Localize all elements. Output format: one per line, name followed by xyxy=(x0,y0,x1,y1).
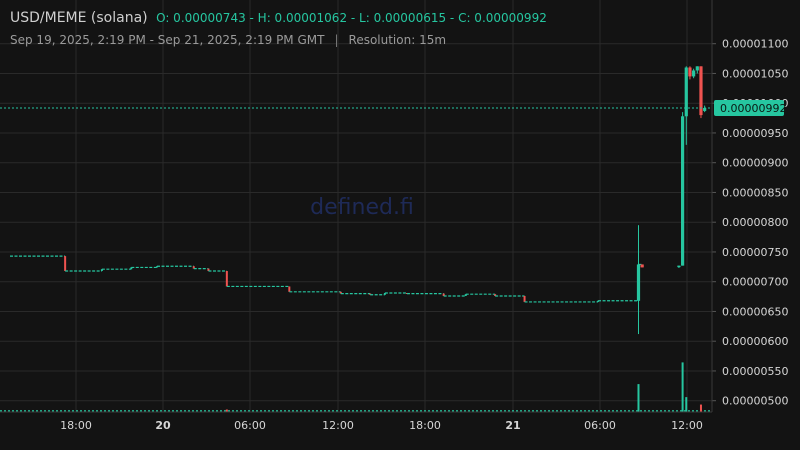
last-price-label: 0.00000992 xyxy=(714,99,786,116)
chart-header: USD/MEME (solana) O: 0.00000743 - H: 0.0… xyxy=(10,10,547,26)
candle-body xyxy=(692,70,696,77)
step-change xyxy=(464,294,467,296)
step-change xyxy=(339,291,342,294)
step-change xyxy=(192,266,195,269)
y-tick-label: 0.00000500 xyxy=(722,395,788,408)
x-tick-label: 18:00 xyxy=(409,419,441,432)
y-tick-label: 0.00000950 xyxy=(722,127,788,140)
x-tick-label: 06:00 xyxy=(234,419,266,432)
x-tick-label: 18:00 xyxy=(60,419,92,432)
y-tick-label: 0.00000800 xyxy=(722,216,788,229)
candle-body xyxy=(677,265,681,268)
y-tick-label: 0.00001100 xyxy=(722,38,788,51)
price-steps xyxy=(10,255,643,303)
y-tick-label: 0.00000750 xyxy=(722,246,788,259)
y-tick-label: 0.00000600 xyxy=(722,335,788,348)
y-tick-label: 0.00000550 xyxy=(722,365,788,378)
step-change xyxy=(64,256,67,271)
x-tick-label: 21 xyxy=(505,419,520,432)
candles xyxy=(636,66,707,335)
watermark: defined.fi xyxy=(310,195,414,220)
step-change xyxy=(130,267,133,270)
candle-body xyxy=(680,116,685,266)
y-tick-label: 0.00000850 xyxy=(722,186,788,199)
y-axis: 0.000011000.000010500.000010000.00000950… xyxy=(711,0,788,412)
volume-bar xyxy=(225,409,228,412)
x-tick-label: 12:00 xyxy=(671,419,703,432)
volume-bars xyxy=(0,362,712,412)
volume-bar xyxy=(637,384,640,412)
x-tick-label: 12:00 xyxy=(322,419,354,432)
step-change xyxy=(225,270,228,287)
step-change xyxy=(288,286,291,292)
candle-body xyxy=(688,67,692,77)
candle-body xyxy=(684,67,688,117)
pair-title: USD/MEME (solana) xyxy=(10,10,148,26)
date-range: Sep 19, 2025, 2:19 PM - Sep 21, 2025, 2:… xyxy=(10,33,325,47)
x-tick-label: 20 xyxy=(155,419,171,432)
y-tick-label: 0.00000650 xyxy=(722,305,788,318)
candle-body xyxy=(703,107,707,111)
volume-bar xyxy=(685,397,688,412)
y-tick-label: 0.00000900 xyxy=(722,157,788,170)
candle-body xyxy=(699,66,703,116)
chart-subheader: Sep 19, 2025, 2:19 PM - Sep 21, 2025, 2:… xyxy=(10,33,446,47)
step-change xyxy=(207,268,210,271)
candle-body xyxy=(695,66,699,71)
step-change xyxy=(523,295,526,302)
candle-body xyxy=(636,264,641,301)
chart-grid xyxy=(0,0,712,412)
step-change xyxy=(494,294,497,296)
separator: | xyxy=(334,33,339,47)
y-tick-label: 0.00001050 xyxy=(722,67,788,80)
ohlc-readout: O: 0.00000743 - H: 0.00001062 - L: 0.000… xyxy=(156,11,547,25)
volume-bar xyxy=(681,362,684,412)
step-change xyxy=(383,293,386,295)
step-change xyxy=(442,293,445,296)
last-price-value: 0.00000992 xyxy=(720,102,786,115)
y-tick-label: 0.00000700 xyxy=(722,276,788,289)
resolution: Resolution: 15m xyxy=(348,33,447,47)
x-axis: 18:00 20 06:00 12:00 18:00 21 06:00 12:00 xyxy=(0,411,712,432)
step-change xyxy=(100,269,103,271)
volume-bar xyxy=(699,404,702,412)
candle-body xyxy=(640,264,644,268)
x-tick-label: 06:00 xyxy=(584,419,616,432)
